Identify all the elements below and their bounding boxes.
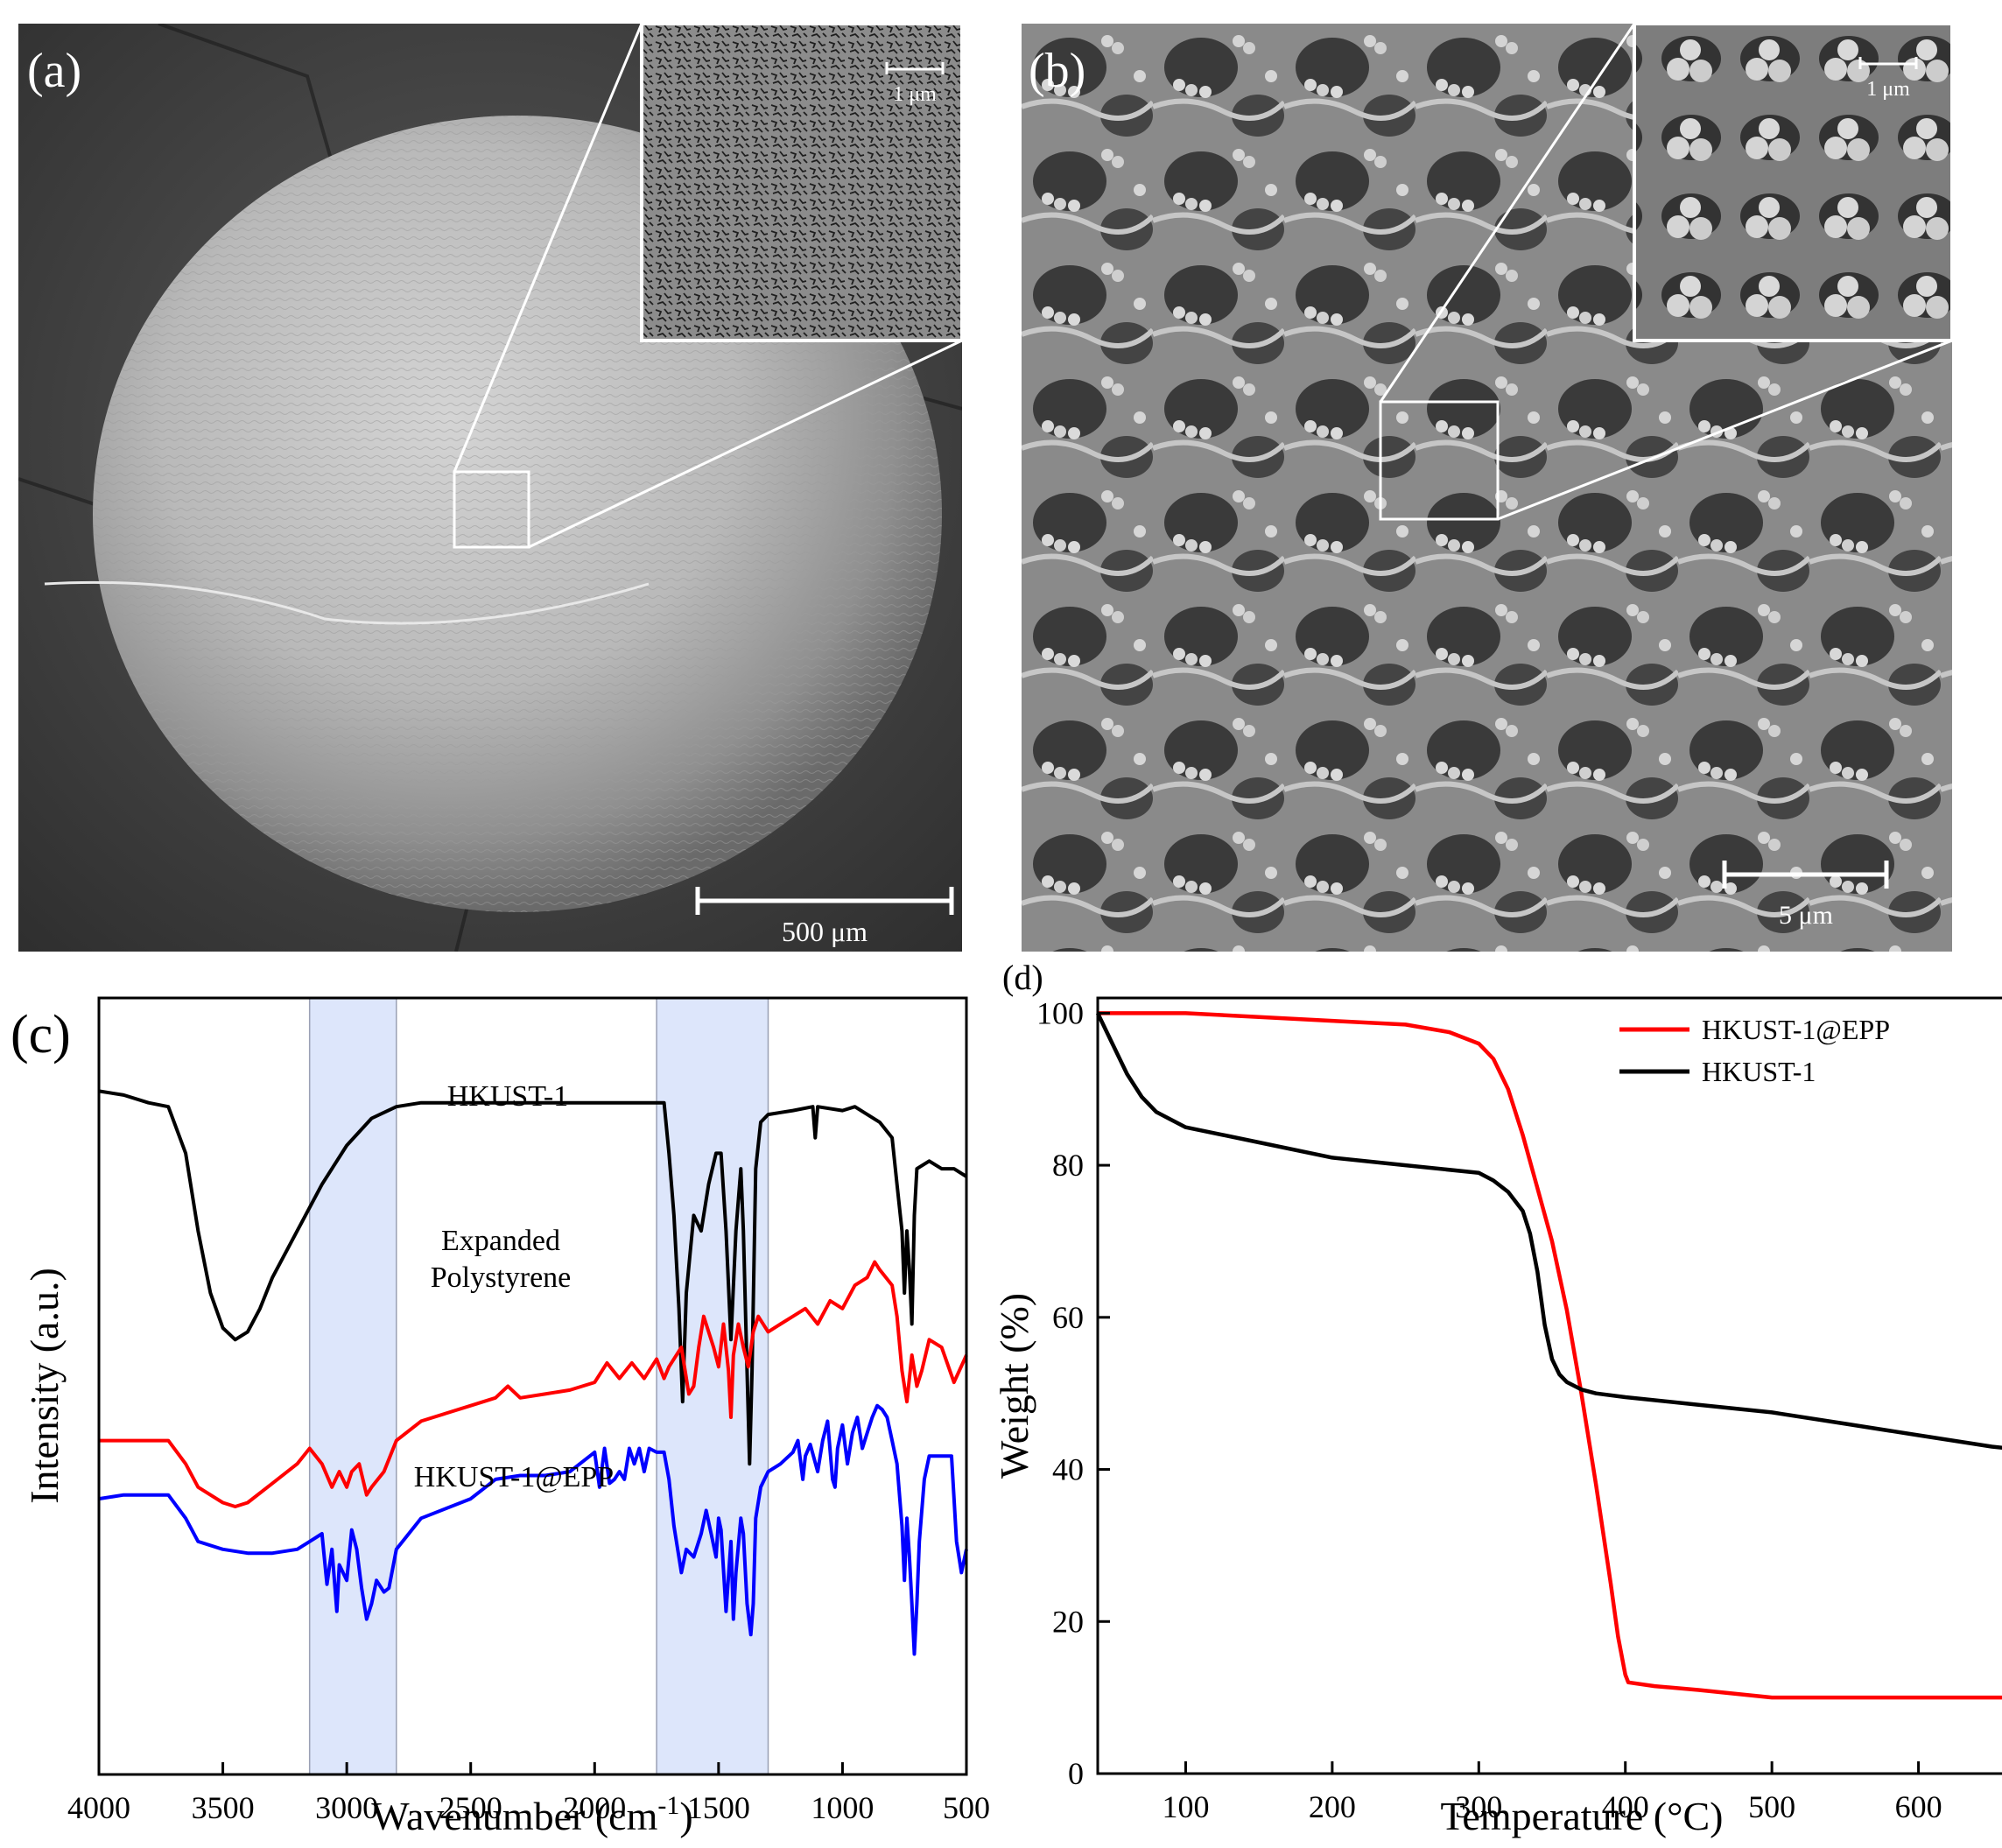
series-line-hkust-1-epp	[1098, 1011, 2002, 1700]
x-tick-label-d: 600	[1895, 1789, 1942, 1824]
series-label-2-line-2: Polystyrene	[431, 1261, 572, 1294]
legend-label-1: HKUST-1@EPP	[1702, 1014, 1890, 1045]
highlight-band-1	[308, 997, 397, 1775]
y-axis-label-d: Weight (%)	[992, 1293, 1036, 1479]
x-tick-label-d: 300	[1455, 1789, 1502, 1824]
y-axis-label-c: Intensity (a.u.)	[22, 1268, 67, 1504]
panel-label-a: (a)	[27, 44, 81, 98]
highlight-band-2	[656, 997, 769, 1775]
series-label-3-line-1: HKUST-1@EPP	[414, 1461, 614, 1493]
x-tick-label-c: 3500	[192, 1790, 255, 1825]
inset-scale-label-a: 1 μm	[893, 83, 937, 106]
panel-label-c: (c)	[11, 1005, 71, 1065]
series-line-expanded-polystyrene	[99, 1260, 968, 1508]
x-tick-label-c: 2500	[439, 1790, 502, 1825]
tga-chart: (d) 100200300400500600700020406080100 HK…	[992, 958, 2002, 1838]
inset-scale-label-b: 1 μm	[1866, 78, 1910, 101]
y-tick-label-d: 60	[1052, 1300, 1084, 1335]
panel-d: (d) 100200300400500600700020406080100 HK…	[989, 954, 2002, 1844]
panel-c: (c) HKUST-1 Expanded Polystyrene HKUST-1@EP…	[0, 954, 990, 1844]
scale-label-a: 500 μm	[782, 916, 868, 947]
series-label-1-line-1: HKUST-1	[447, 1080, 569, 1113]
series-label-2-line-1: Expanded	[441, 1225, 560, 1257]
panel-label-b: (b)	[1029, 44, 1085, 98]
series-line-hkust-1	[98, 1089, 968, 1466]
plot-frame-c	[97, 996, 968, 1776]
x-tick-label-c: 2000	[563, 1790, 626, 1825]
x-tick-label-c: 500	[943, 1790, 989, 1825]
y-tick-label-d: 20	[1052, 1604, 1084, 1639]
y-tick-label-d: 80	[1052, 1148, 1084, 1183]
x-tick-label-c: 3000	[315, 1790, 378, 1825]
zoom-box-b	[1379, 400, 1500, 521]
x-tick-label-d: 100	[1162, 1789, 1209, 1824]
sem-image-a: 1 μm (a) 500 μm	[18, 22, 964, 952]
sem-image-b: 1 μm (b) 5 μm	[1022, 22, 1954, 952]
inset-a	[640, 22, 964, 342]
series-line-hkust-1	[1095, 1012, 2002, 1450]
x-tick-label-c: 4000	[67, 1790, 130, 1825]
x-tick-label-c: 1500	[687, 1790, 750, 1825]
panel-a: 1 μm (a) 500 μm	[18, 22, 964, 952]
x-tick-label-d: 400	[1602, 1789, 1649, 1824]
x-tick-label-d: 500	[1748, 1789, 1795, 1824]
panel-b: 1 μm (b) 5 μm	[1022, 22, 1954, 952]
x-axis-label-d: Temperature (°C)	[1441, 1794, 1724, 1838]
ftir-chart: (c) HKUST-1 Expanded Polystyrene HKUST-1@EP…	[11, 996, 990, 1838]
zoom-box-a	[453, 470, 530, 549]
y-tick-label-d: 40	[1052, 1452, 1084, 1487]
legend-d: HKUST-1@EPP HKUST-1	[1619, 1014, 1890, 1087]
inset-b	[1633, 22, 1954, 342]
x-axis-label-c: Wavenumber (cm-1)	[371, 1791, 692, 1838]
y-tick-label-d: 100	[1036, 995, 1084, 1030]
y-tick-label-d: 0	[1068, 1756, 1084, 1791]
plot-frame-d	[1096, 996, 2002, 1775]
x-tick-label-d: 200	[1309, 1789, 1356, 1824]
scale-label-b: 5 μm	[1779, 901, 1833, 930]
series-line-hkust-1-epp	[98, 1403, 968, 1656]
legend-label-2: HKUST-1	[1702, 1056, 1816, 1087]
x-tick-label-c: 1000	[811, 1790, 874, 1825]
panel-label-d: (d)	[1002, 958, 1043, 997]
